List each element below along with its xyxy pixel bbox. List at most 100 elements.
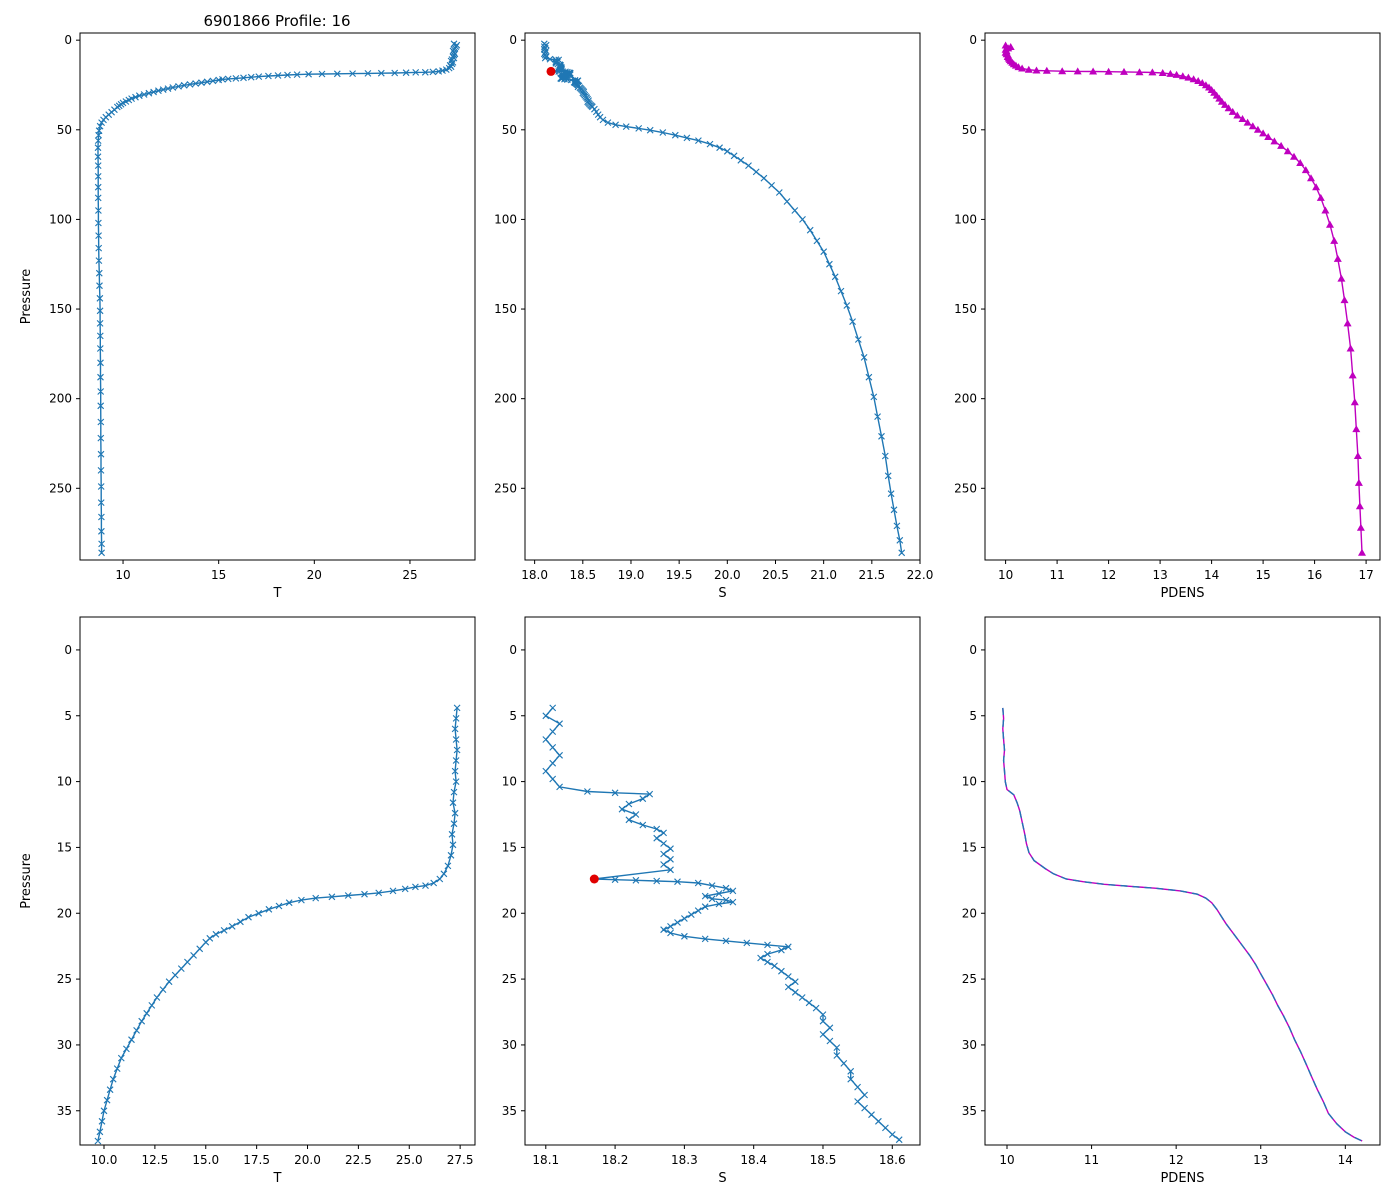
axes-frame [79,616,476,1146]
y-tick-label: 50 [962,123,977,137]
y-tick-label: 200 [954,392,977,406]
series-markers-T [94,40,461,557]
y-tick-label: 5 [64,709,72,723]
y-tick-label: 0 [509,643,517,657]
x-axis-label: S [718,1171,726,1186]
x-tick-label: 10 [998,568,1013,582]
x-tick-label: 25.0 [396,1153,423,1167]
y-tick-label: 100 [49,212,72,226]
y-tick-label: 0 [64,33,72,47]
series-line-overlay-PDENS [1002,707,1363,1142]
y-tick-label: 25 [962,972,977,986]
y-tick-label: 250 [49,481,72,495]
x-tick-label: 21.5 [858,568,885,582]
x-tick-label: 20.0 [714,568,741,582]
x-tick-label: 11 [1049,568,1064,582]
x-axis-label: T [273,586,282,601]
x-tick-label: 20.0 [294,1153,321,1167]
y-tick-label: 15 [962,840,977,854]
axes-frame [524,32,921,561]
y-axis-label: Pressure [19,853,34,909]
y-tick-label: 5 [509,709,517,723]
y-tick-label: 100 [494,212,517,226]
x-tick-label: 14 [1204,568,1219,582]
series-markers-PDENS [1001,41,1366,556]
x-tick-label: 12.5 [142,1153,169,1167]
x-tick-label: 12 [1101,568,1116,582]
x-tick-label: 18.5 [569,568,596,582]
x-tick-label: 10 [115,568,130,582]
y-tick-label: 25 [502,972,517,986]
y-tick-label: 150 [954,302,977,316]
series-line-PDENS [1004,44,1363,553]
x-tick-label: 18.3 [671,1153,698,1167]
x-tick-label: 21.0 [810,568,837,582]
y-tick-label: 25 [57,972,72,986]
y-tick-label: 35 [502,1104,517,1118]
x-tick-label: 20.5 [762,568,789,582]
x-tick-label: 17.5 [243,1153,270,1167]
series-markers-S [542,704,903,1144]
figure-title: 6901866 Profile: 16 [203,12,350,30]
series-markers-T [94,704,461,1145]
y-tick-label: 10 [57,775,72,789]
y-tick-label: 35 [57,1104,72,1118]
subplot-temperature-zoom: 10.0 12.5 15.0 17.5 20.0 22.5 25.0 27.5 0 5 10 15 20… [19,616,476,1186]
x-tick-label: 17 [1358,568,1373,582]
y-tick-label: 15 [57,840,72,854]
y-tick-label: 0 [969,33,977,47]
y-tick-label: 20 [502,906,517,920]
y-tick-label: 20 [962,906,977,920]
x-tick-label: 19.0 [618,568,645,582]
axes-frame [524,616,921,1146]
x-tick-label: 15.0 [192,1153,219,1167]
y-tick-label: 15 [502,840,517,854]
series-line-PDENS [1002,707,1363,1142]
x-tick-label: 12 [1169,1153,1184,1167]
subplot-salinity-zoom: 18.1 18.2 18.3 18.4 18.5 18.6 0 5 10 15 20 25 30 35 S [502,616,921,1186]
y-tick-label: 5 [969,709,977,723]
x-tick-label: 14 [1338,1153,1353,1167]
y-tick-label: 150 [494,302,517,316]
x-tick-label: 18.6 [879,1153,906,1167]
x-tick-label: 10.0 [91,1153,118,1167]
x-tick-label: 20 [307,568,322,582]
y-tick-label: 200 [494,392,517,406]
subplot-pdens-zoom: 10 11 12 13 14 0 5 10 15 20 25 30 35 PDENS [962,616,1381,1186]
y-tick-label: 100 [954,212,977,226]
y-axis-label: Pressure [19,269,34,325]
x-tick-label: 16 [1307,568,1322,582]
y-tick-label: 35 [962,1104,977,1118]
x-tick-label: 25 [402,568,417,582]
y-tick-label: 250 [954,481,977,495]
y-tick-label: 30 [962,1038,977,1052]
y-tick-label: 30 [57,1038,72,1052]
x-tick-label: 18.0 [521,568,548,582]
highlight-point-marker [546,66,556,76]
x-tick-label: 18.4 [740,1153,767,1167]
x-tick-label: 13 [1152,568,1167,582]
x-tick-label: 10 [999,1153,1014,1167]
x-tick-label: 13 [1253,1153,1268,1167]
highlight-point-marker [589,874,599,884]
y-tick-label: 20 [57,906,72,920]
x-tick-label: 18.2 [602,1153,629,1167]
y-tick-label: 10 [962,775,977,789]
subplot-pdens-full: 10 11 12 13 14 15 16 17 0 50 100 150 200 250 PDENS [954,32,1381,601]
y-tick-label: 0 [64,643,72,657]
x-tick-label: 22.5 [345,1153,372,1167]
x-tick-label: 19.5 [666,568,693,582]
x-axis-label: T [273,1171,282,1186]
x-tick-label: 18.1 [532,1153,559,1167]
y-tick-label: 200 [49,392,72,406]
series-line-S [544,707,900,1141]
y-tick-label: 10 [502,775,517,789]
series-line-T [97,707,458,1142]
axes-frame [984,616,1381,1146]
y-tick-label: 50 [502,123,517,137]
x-tick-label: 15 [1255,568,1270,582]
